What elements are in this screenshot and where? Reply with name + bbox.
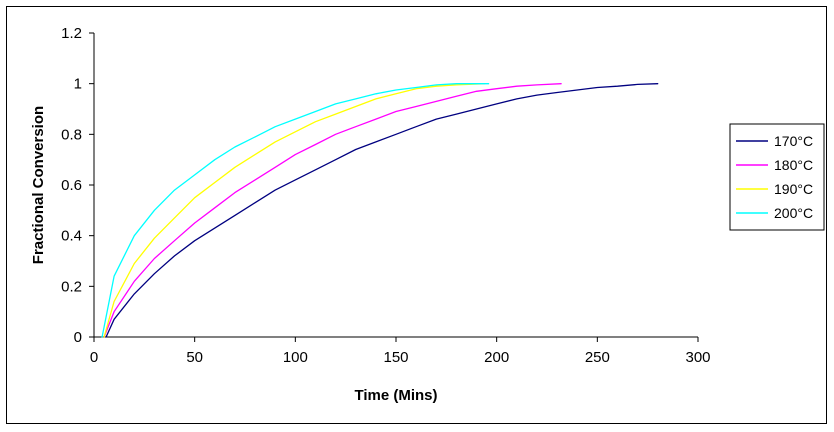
legend-label: 190°C xyxy=(774,181,813,197)
x-tick-label: 0 xyxy=(90,349,98,366)
x-axis-title: Time (Mins) xyxy=(354,387,437,404)
legend-label: 200°C xyxy=(774,205,813,221)
y-axis-title: Fractional Conversion xyxy=(30,106,47,264)
series-line-3 xyxy=(103,83,486,338)
y-tick-label: 1.2 xyxy=(61,25,82,42)
series-line-2 xyxy=(103,83,562,338)
x-tick-label: 50 xyxy=(186,349,203,366)
line-chart: 0 0.2 0.4 0.6 0.8 1 1.2 0 50 100 150 200 250 300 Time… xyxy=(30,25,825,404)
x-tick-label: 200 xyxy=(484,349,509,366)
y-tick-label: 0.8 xyxy=(61,126,82,143)
y-tick-label: 0.6 xyxy=(61,177,82,194)
y-tick-label: 0.2 xyxy=(61,278,82,295)
x-tick-label: 100 xyxy=(283,349,308,366)
y-tick-label: 1 xyxy=(74,76,82,93)
chart-frame: 0 0.2 0.4 0.6 0.8 1 1.2 0 50 100 150 200 250 300 Time… xyxy=(6,6,827,424)
x-tick-label: 250 xyxy=(585,349,610,366)
axes: 0 0.2 0.4 0.6 0.8 1 1.2 0 50 100 150 200 250 300 xyxy=(61,25,710,366)
series-line-4 xyxy=(101,83,490,338)
legend-label: 170°C xyxy=(774,133,813,149)
x-tick-label: 300 xyxy=(685,349,710,366)
y-tick-label: 0.4 xyxy=(61,228,82,245)
series-layer xyxy=(101,83,659,338)
x-tick-label: 150 xyxy=(383,349,408,366)
legend-label: 180°C xyxy=(774,157,813,173)
y-tick-label: 0 xyxy=(74,329,82,346)
legend: 170°C 180°C 190°C 200°C xyxy=(729,123,825,231)
series-line-1 xyxy=(105,83,659,338)
